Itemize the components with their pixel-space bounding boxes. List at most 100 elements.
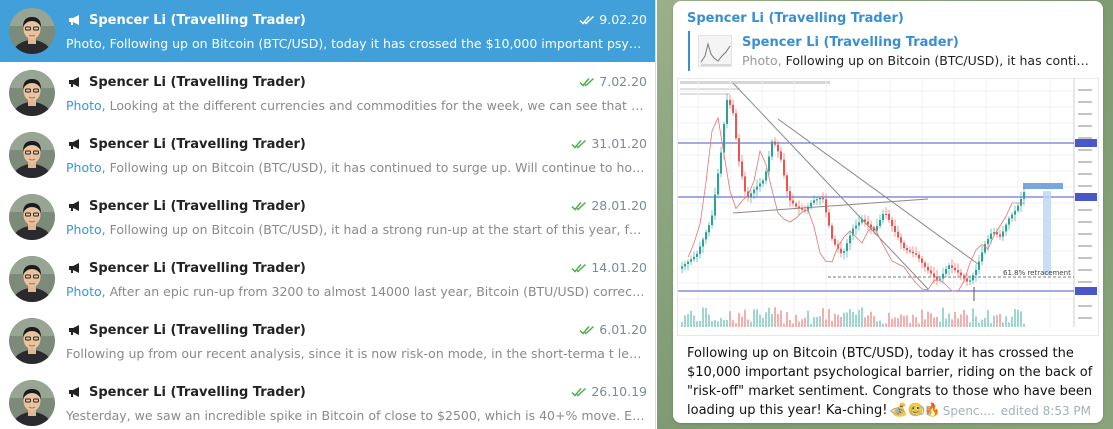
volume-bar (702, 307, 704, 327)
candle-body (843, 251, 845, 253)
megaphone-icon (69, 201, 79, 211)
candle-body (897, 231, 899, 238)
candle-body (831, 225, 833, 239)
candle-body (777, 144, 779, 152)
chat-name: Spencer Li (Travelling Trader) (89, 384, 306, 400)
chat-list-item[interactable]: Spencer Li (Travelling Trader) 28.01.20 … (0, 186, 655, 248)
candle-body (828, 212, 830, 226)
volume-bar (873, 316, 875, 327)
price-tick-label (1078, 185, 1092, 187)
candle-body (804, 209, 806, 211)
reply-preview[interactable]: Spencer Li (Travelling Trader) Photo, Fo… (688, 31, 1092, 71)
chat-preview: Photo, After an epic run-up from 3200 to… (66, 284, 646, 299)
volume-bar (1017, 309, 1019, 327)
avatar (9, 318, 55, 364)
candle-body (1020, 198, 1022, 206)
chat-preview: Yesterday, we saw an incredible spike in… (66, 408, 646, 423)
chat-list-item[interactable]: Spencer Li (Travelling Trader) 6.01.20 F… (0, 310, 655, 372)
candle-body (972, 275, 974, 281)
candle-body (759, 183, 761, 187)
chat-list: Spencer Li (Travelling Trader) 9.02.20 P… (0, 0, 656, 429)
candle-body (930, 270, 932, 274)
avatar (9, 256, 55, 302)
volume-bar (1011, 316, 1013, 327)
price-tag (1075, 287, 1097, 295)
candle-body (792, 200, 794, 204)
candle-body (966, 278, 968, 282)
candle-body (987, 238, 989, 245)
trend-line (732, 82, 929, 290)
volume-bar (819, 316, 821, 327)
fire-emoji: 🔥 (924, 403, 941, 418)
preview-text: Following up on Bitcoin (BTC/USD), today… (109, 36, 646, 51)
volume-bar (834, 313, 836, 327)
chat-list-item[interactable]: Spencer Li (Travelling Trader) 7.02.20 P… (0, 62, 655, 124)
candle-body (741, 161, 743, 177)
candle-body (1011, 214, 1013, 219)
reply-body: Following up on Bitcoin (BTC/USD), it ha… (785, 53, 1092, 68)
volume-bar (735, 323, 737, 327)
double-check-icon (571, 139, 587, 149)
candle-body (687, 261, 689, 264)
chat-list-item[interactable]: Spencer Li (Travelling Trader) 9.02.20 P… (0, 0, 655, 62)
volume-bar (792, 323, 794, 327)
volume-bar (825, 319, 827, 327)
volume-bar (957, 318, 959, 327)
preview-text: After an epic run-up from 3200 to almost… (109, 284, 646, 299)
volume-bar (954, 311, 956, 327)
price-tick-label (1078, 173, 1092, 175)
chat-list-item[interactable]: Spencer Li (Travelling Trader) 26.10.19 … (0, 372, 655, 429)
volume-bar (762, 317, 764, 327)
candle-body (864, 219, 866, 222)
megaphone-icon (69, 77, 79, 87)
volume-bar (813, 317, 815, 327)
candle-body (765, 171, 767, 181)
price-tick-label (1078, 305, 1092, 307)
candle-body (810, 202, 812, 207)
volume-bar (867, 315, 869, 327)
volume-bar (732, 320, 734, 327)
price-tick-label (1078, 161, 1092, 163)
chart-photo[interactable]: 61.8% retracement (677, 78, 1099, 336)
candle-body (684, 263, 686, 267)
preview-text: Following up on Bitcoin (BTC/USD), it ha… (109, 222, 646, 237)
message-sender[interactable]: Spencer Li (Travelling Trader) (687, 11, 904, 26)
double-check-icon (571, 201, 587, 211)
volume-bar (1005, 316, 1007, 327)
reply-thumbnail (698, 35, 732, 67)
double-check-icon (579, 77, 595, 87)
candle-body (849, 235, 851, 244)
price-tick-label (1078, 233, 1092, 235)
candle-body (795, 203, 797, 207)
volume-bar (807, 310, 809, 327)
volume-bar (906, 315, 908, 327)
candle-body (942, 273, 944, 279)
price-tick-label (1078, 281, 1092, 283)
candle-body (918, 254, 920, 259)
candle-body (726, 99, 728, 124)
volume-bar (750, 321, 752, 327)
candle-body (969, 280, 971, 282)
volume-bar (927, 311, 929, 327)
candle-body (906, 248, 908, 251)
message-body: Following up on Bitcoin (BTC/USD), today… (687, 346, 1093, 418)
volume-bar (966, 315, 968, 327)
chat-list-item[interactable]: Spencer Li (Travelling Trader) 14.01.20 … (0, 248, 655, 310)
volume-bar (984, 318, 986, 327)
candle-body (870, 224, 872, 228)
chat-date: 7.02.20 (599, 74, 647, 89)
chart-header-strip (680, 81, 830, 84)
candle-body (693, 256, 695, 260)
volume-bar (921, 309, 923, 327)
chat-meta: 9.02.20 (579, 12, 647, 27)
chat-list-item[interactable]: Spencer Li (Travelling Trader) 31.01.20 … (0, 124, 655, 186)
chat-meta: 14.01.20 (571, 260, 647, 275)
volume-bar (975, 316, 977, 327)
price-tick-label (1078, 101, 1092, 103)
candle-body (834, 238, 836, 245)
volume-bar (753, 309, 755, 327)
candle-body (711, 215, 713, 225)
volume-bar (858, 309, 860, 327)
reply-text: Photo, Following up on Bitcoin (BTC/USD)… (742, 53, 1092, 68)
message-text: Following up on Bitcoin (BTC/USD), today… (687, 344, 1097, 420)
